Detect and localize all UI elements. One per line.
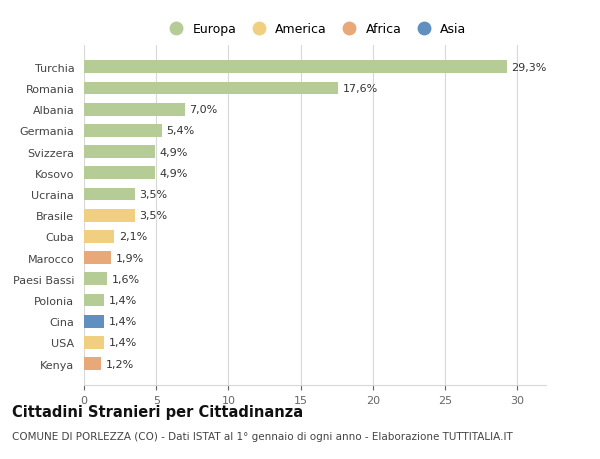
Text: 4,9%: 4,9% [159,147,187,157]
Bar [84,336,104,349]
Legend: Europa, America, Africa, Asia: Europa, America, Africa, Asia [158,18,472,41]
Bar [84,252,112,264]
Text: 3,5%: 3,5% [139,190,167,200]
Bar [84,62,507,74]
Text: 7,0%: 7,0% [190,105,218,115]
Text: 29,3%: 29,3% [511,63,547,73]
Bar [84,273,107,285]
Bar [84,188,134,201]
Bar [84,315,104,328]
Bar [84,209,134,222]
Text: 1,6%: 1,6% [112,274,140,284]
Bar [84,358,101,370]
Text: 2,1%: 2,1% [119,232,147,242]
Text: 1,4%: 1,4% [109,295,137,305]
Text: 1,4%: 1,4% [109,338,137,347]
Text: 17,6%: 17,6% [343,84,377,94]
Bar [84,230,115,243]
Bar [84,83,338,95]
Text: 1,4%: 1,4% [109,317,137,326]
Bar [84,146,155,159]
Text: 4,9%: 4,9% [159,168,187,179]
Bar [84,125,162,138]
Bar [84,104,185,116]
Bar [84,167,155,180]
Text: 3,5%: 3,5% [139,211,167,221]
Text: COMUNE DI PORLEZZA (CO) - Dati ISTAT al 1° gennaio di ogni anno - Elaborazione T: COMUNE DI PORLEZZA (CO) - Dati ISTAT al … [12,431,513,442]
Text: 5,4%: 5,4% [166,126,194,136]
Text: Cittadini Stranieri per Cittadinanza: Cittadini Stranieri per Cittadinanza [12,404,303,419]
Text: 1,2%: 1,2% [106,359,134,369]
Bar [84,294,104,307]
Text: 1,9%: 1,9% [116,253,144,263]
